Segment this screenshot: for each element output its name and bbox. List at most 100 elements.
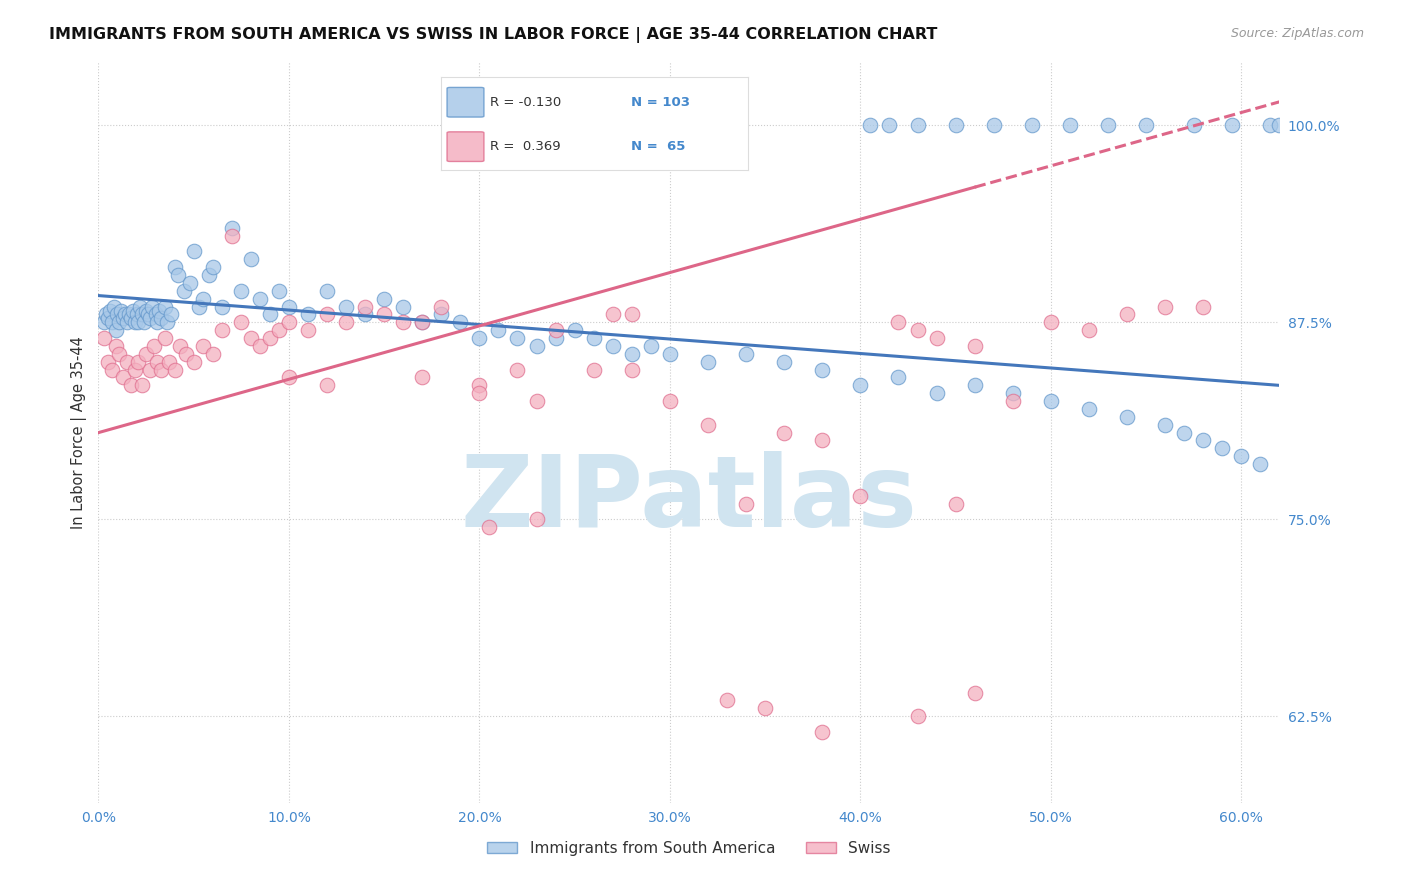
Point: [544, 331, 567, 345]
Point: [716, 693, 738, 707]
Point: [907, 119, 929, 133]
Point: [582, 331, 605, 345]
Point: [129, 300, 152, 314]
Point: [157, 355, 180, 369]
Point: [1078, 402, 1101, 417]
Point: [620, 362, 643, 376]
Point: [506, 362, 529, 376]
Point: [1220, 119, 1243, 133]
Point: [139, 362, 162, 376]
Point: [1192, 300, 1215, 314]
Point: [1021, 119, 1043, 133]
Point: [335, 315, 357, 329]
Point: [1288, 119, 1310, 133]
Point: [104, 339, 127, 353]
Point: [1001, 386, 1024, 401]
Point: [179, 276, 201, 290]
Point: [373, 292, 395, 306]
Point: [136, 308, 159, 322]
Point: [93, 315, 115, 329]
Point: [430, 300, 453, 314]
Point: [103, 300, 125, 314]
Point: [112, 370, 135, 384]
Point: [907, 323, 929, 337]
Point: [193, 339, 215, 353]
Point: [108, 315, 131, 329]
Point: [146, 355, 169, 369]
Point: [135, 304, 157, 318]
Point: [249, 292, 271, 306]
Point: [277, 370, 299, 384]
Point: [945, 119, 967, 133]
Point: [1173, 425, 1195, 440]
Point: [945, 496, 967, 510]
Point: [640, 339, 662, 353]
Point: [392, 315, 415, 329]
Text: IMMIGRANTS FROM SOUTH AMERICA VS SWISS IN LABOR FORCE | AGE 35-44 CORRELATION CH: IMMIGRANTS FROM SOUTH AMERICA VS SWISS I…: [49, 27, 938, 43]
Point: [108, 347, 131, 361]
Point: [201, 260, 224, 275]
Point: [297, 323, 319, 337]
Point: [183, 244, 205, 259]
Point: [887, 370, 910, 384]
Point: [112, 310, 135, 325]
Point: [97, 310, 120, 325]
Point: [159, 308, 181, 322]
Point: [259, 308, 281, 322]
Point: [231, 284, 253, 298]
Point: [925, 331, 948, 345]
Point: [239, 252, 262, 267]
Point: [127, 315, 149, 329]
Point: [173, 284, 195, 298]
Point: [150, 362, 173, 376]
Point: [754, 701, 776, 715]
Point: [148, 304, 170, 318]
Point: [1268, 119, 1291, 133]
Point: [201, 347, 224, 361]
Point: [104, 323, 127, 337]
Point: [153, 331, 176, 345]
Point: [564, 323, 586, 337]
Point: [277, 315, 299, 329]
Point: [983, 119, 1005, 133]
Point: [134, 315, 156, 329]
Point: [430, 308, 453, 322]
Point: [1135, 119, 1157, 133]
Point: [211, 300, 233, 314]
Point: [877, 119, 900, 133]
Point: [156, 315, 179, 329]
Point: [316, 284, 339, 298]
Point: [449, 315, 471, 329]
Point: [221, 220, 243, 235]
Point: [115, 315, 138, 329]
Point: [773, 355, 796, 369]
Point: [100, 362, 122, 376]
Point: [506, 331, 529, 345]
Point: [269, 284, 291, 298]
Point: [124, 315, 146, 329]
Point: [887, 315, 910, 329]
Legend: Immigrants from South America, Swiss: Immigrants from South America, Swiss: [481, 835, 897, 862]
Point: [120, 378, 142, 392]
Point: [146, 315, 169, 329]
Text: Source: ZipAtlas.com: Source: ZipAtlas.com: [1230, 27, 1364, 40]
Point: [963, 339, 986, 353]
Point: [697, 355, 720, 369]
Point: [131, 378, 153, 392]
Point: [139, 310, 162, 325]
Point: [602, 308, 624, 322]
Point: [773, 425, 796, 440]
Point: [316, 378, 339, 392]
Point: [925, 386, 948, 401]
Text: ZIPatlas: ZIPatlas: [461, 450, 917, 548]
Point: [131, 308, 153, 322]
Point: [114, 308, 136, 322]
Point: [163, 362, 186, 376]
Point: [658, 347, 681, 361]
Point: [859, 119, 882, 133]
Point: [811, 725, 834, 739]
Point: [231, 315, 253, 329]
Point: [335, 300, 357, 314]
Point: [849, 378, 872, 392]
Point: [153, 300, 176, 314]
